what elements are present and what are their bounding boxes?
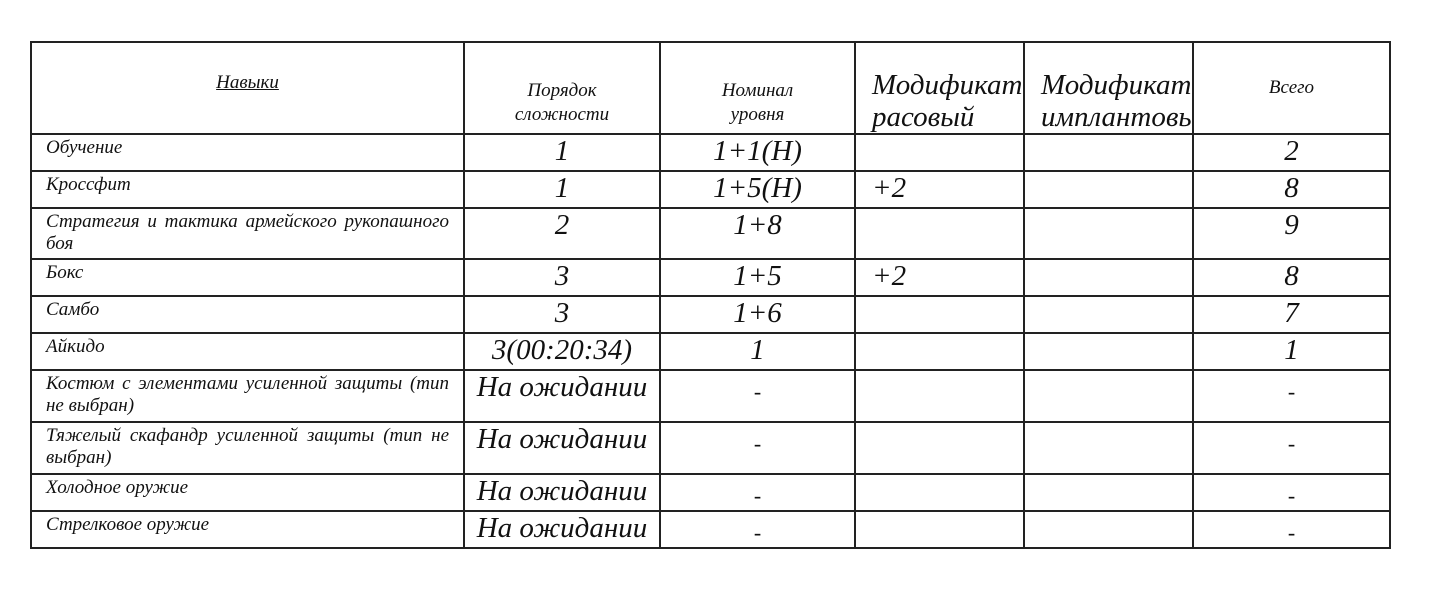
skill-cell: Костюм с элементами усиленной защиты (ти… <box>30 369 465 423</box>
header-order: Порядок сложности <box>463 41 661 135</box>
order-cell: 1 <box>463 170 661 209</box>
race-modifier-cell <box>854 421 1025 475</box>
implant-modifier-cell <box>1023 170 1194 209</box>
total-cell: 2 <box>1192 133 1391 172</box>
total-cell: - <box>1192 473 1391 512</box>
nominal-cell: 1+8 <box>659 207 856 260</box>
table-row: Тяжелый скафандр усиленной защиты (тип н… <box>30 421 1391 475</box>
implant-modifier-cell <box>1023 207 1194 260</box>
total-cell: 1 <box>1192 332 1391 371</box>
table-row: Стрелковое оружие На ожидании - - <box>30 510 1391 549</box>
order-cell: На ожидании <box>463 421 661 475</box>
race-modifier-cell <box>854 207 1025 260</box>
order-cell: 3 <box>463 295 661 334</box>
skill-cell: Бокс <box>30 258 465 297</box>
order-cell: На ожидании <box>463 473 661 512</box>
nominal-cell: - <box>659 421 856 475</box>
skill-cell: Айкидо <box>30 332 465 371</box>
skill-cell: Стрелковое оружие <box>30 510 465 549</box>
skill-cell: Самбо <box>30 295 465 334</box>
table-row: Костюм с элементами усиленной защиты (ти… <box>30 369 1391 423</box>
skill-cell: Тяжелый скафандр усиленной защиты (тип н… <box>30 421 465 475</box>
total-cell: 8 <box>1192 170 1391 209</box>
total-cell: - <box>1192 421 1391 475</box>
order-cell: 1 <box>463 133 661 172</box>
table-row: Кроссфит 1 1+5(Н) +2 8 <box>30 170 1391 209</box>
race-modifier-cell <box>854 473 1025 512</box>
nominal-cell: - <box>659 510 856 549</box>
table-row: Айкидо 3(00:20:34) 1 1 <box>30 332 1391 371</box>
total-cell: 7 <box>1192 295 1391 334</box>
race-modifier-cell <box>854 295 1025 334</box>
order-cell: 3(00:20:34) <box>463 332 661 371</box>
skill-cell: Холодное оружие <box>30 473 465 512</box>
order-cell: 3 <box>463 258 661 297</box>
race-modifier-cell <box>854 332 1025 371</box>
nominal-cell: 1+6 <box>659 295 856 334</box>
race-modifier-cell <box>854 133 1025 172</box>
skills-table: Навыки Порядок сложности Номинал уровня … <box>30 41 1391 549</box>
table-row: Стратегия и тактика армейского рукопашно… <box>30 207 1391 260</box>
nominal-cell: 1+1(Н) <box>659 133 856 172</box>
race-modifier-cell: +2 <box>854 258 1025 297</box>
table-row: Бокс 3 1+5 +2 8 <box>30 258 1391 297</box>
total-cell: - <box>1192 369 1391 423</box>
total-cell: 9 <box>1192 207 1391 260</box>
table-row: Самбо 3 1+6 7 <box>30 295 1391 334</box>
nominal-cell: 1+5(Н) <box>659 170 856 209</box>
implant-modifier-cell <box>1023 258 1194 297</box>
total-cell: - <box>1192 510 1391 549</box>
nominal-cell: - <box>659 473 856 512</box>
implant-modifier-cell <box>1023 421 1194 475</box>
nominal-cell: 1 <box>659 332 856 371</box>
race-modifier-cell <box>854 510 1025 549</box>
header-total: Всего <box>1192 41 1391 135</box>
header-nominal: Номинал уровня <box>659 41 856 135</box>
implant-modifier-cell <box>1023 295 1194 334</box>
nominal-cell: - <box>659 369 856 423</box>
header-row: Навыки Порядок сложности Номинал уровня … <box>30 41 1391 135</box>
skill-cell: Обучение <box>30 133 465 172</box>
race-modifier-cell: +2 <box>854 170 1025 209</box>
order-cell: На ожидании <box>463 369 661 423</box>
header-implant-modifier: Модификатор имплантовый <box>1023 41 1194 135</box>
implant-modifier-cell <box>1023 473 1194 512</box>
implant-modifier-cell <box>1023 332 1194 371</box>
order-cell: На ожидании <box>463 510 661 549</box>
implant-modifier-cell <box>1023 133 1194 172</box>
implant-modifier-cell <box>1023 510 1194 549</box>
header-skills: Навыки <box>30 41 465 135</box>
nominal-cell: 1+5 <box>659 258 856 297</box>
implant-modifier-cell <box>1023 369 1194 423</box>
table-row: Холодное оружие На ожидании - - <box>30 473 1391 512</box>
header-race-modifier: Модификатор расовый <box>854 41 1025 135</box>
skill-cell: Кроссфит <box>30 170 465 209</box>
table-row: Обучение 1 1+1(Н) 2 <box>30 133 1391 172</box>
order-cell: 2 <box>463 207 661 260</box>
skill-cell: Стратегия и тактика армейского рукопашно… <box>30 207 465 260</box>
total-cell: 8 <box>1192 258 1391 297</box>
race-modifier-cell <box>854 369 1025 423</box>
